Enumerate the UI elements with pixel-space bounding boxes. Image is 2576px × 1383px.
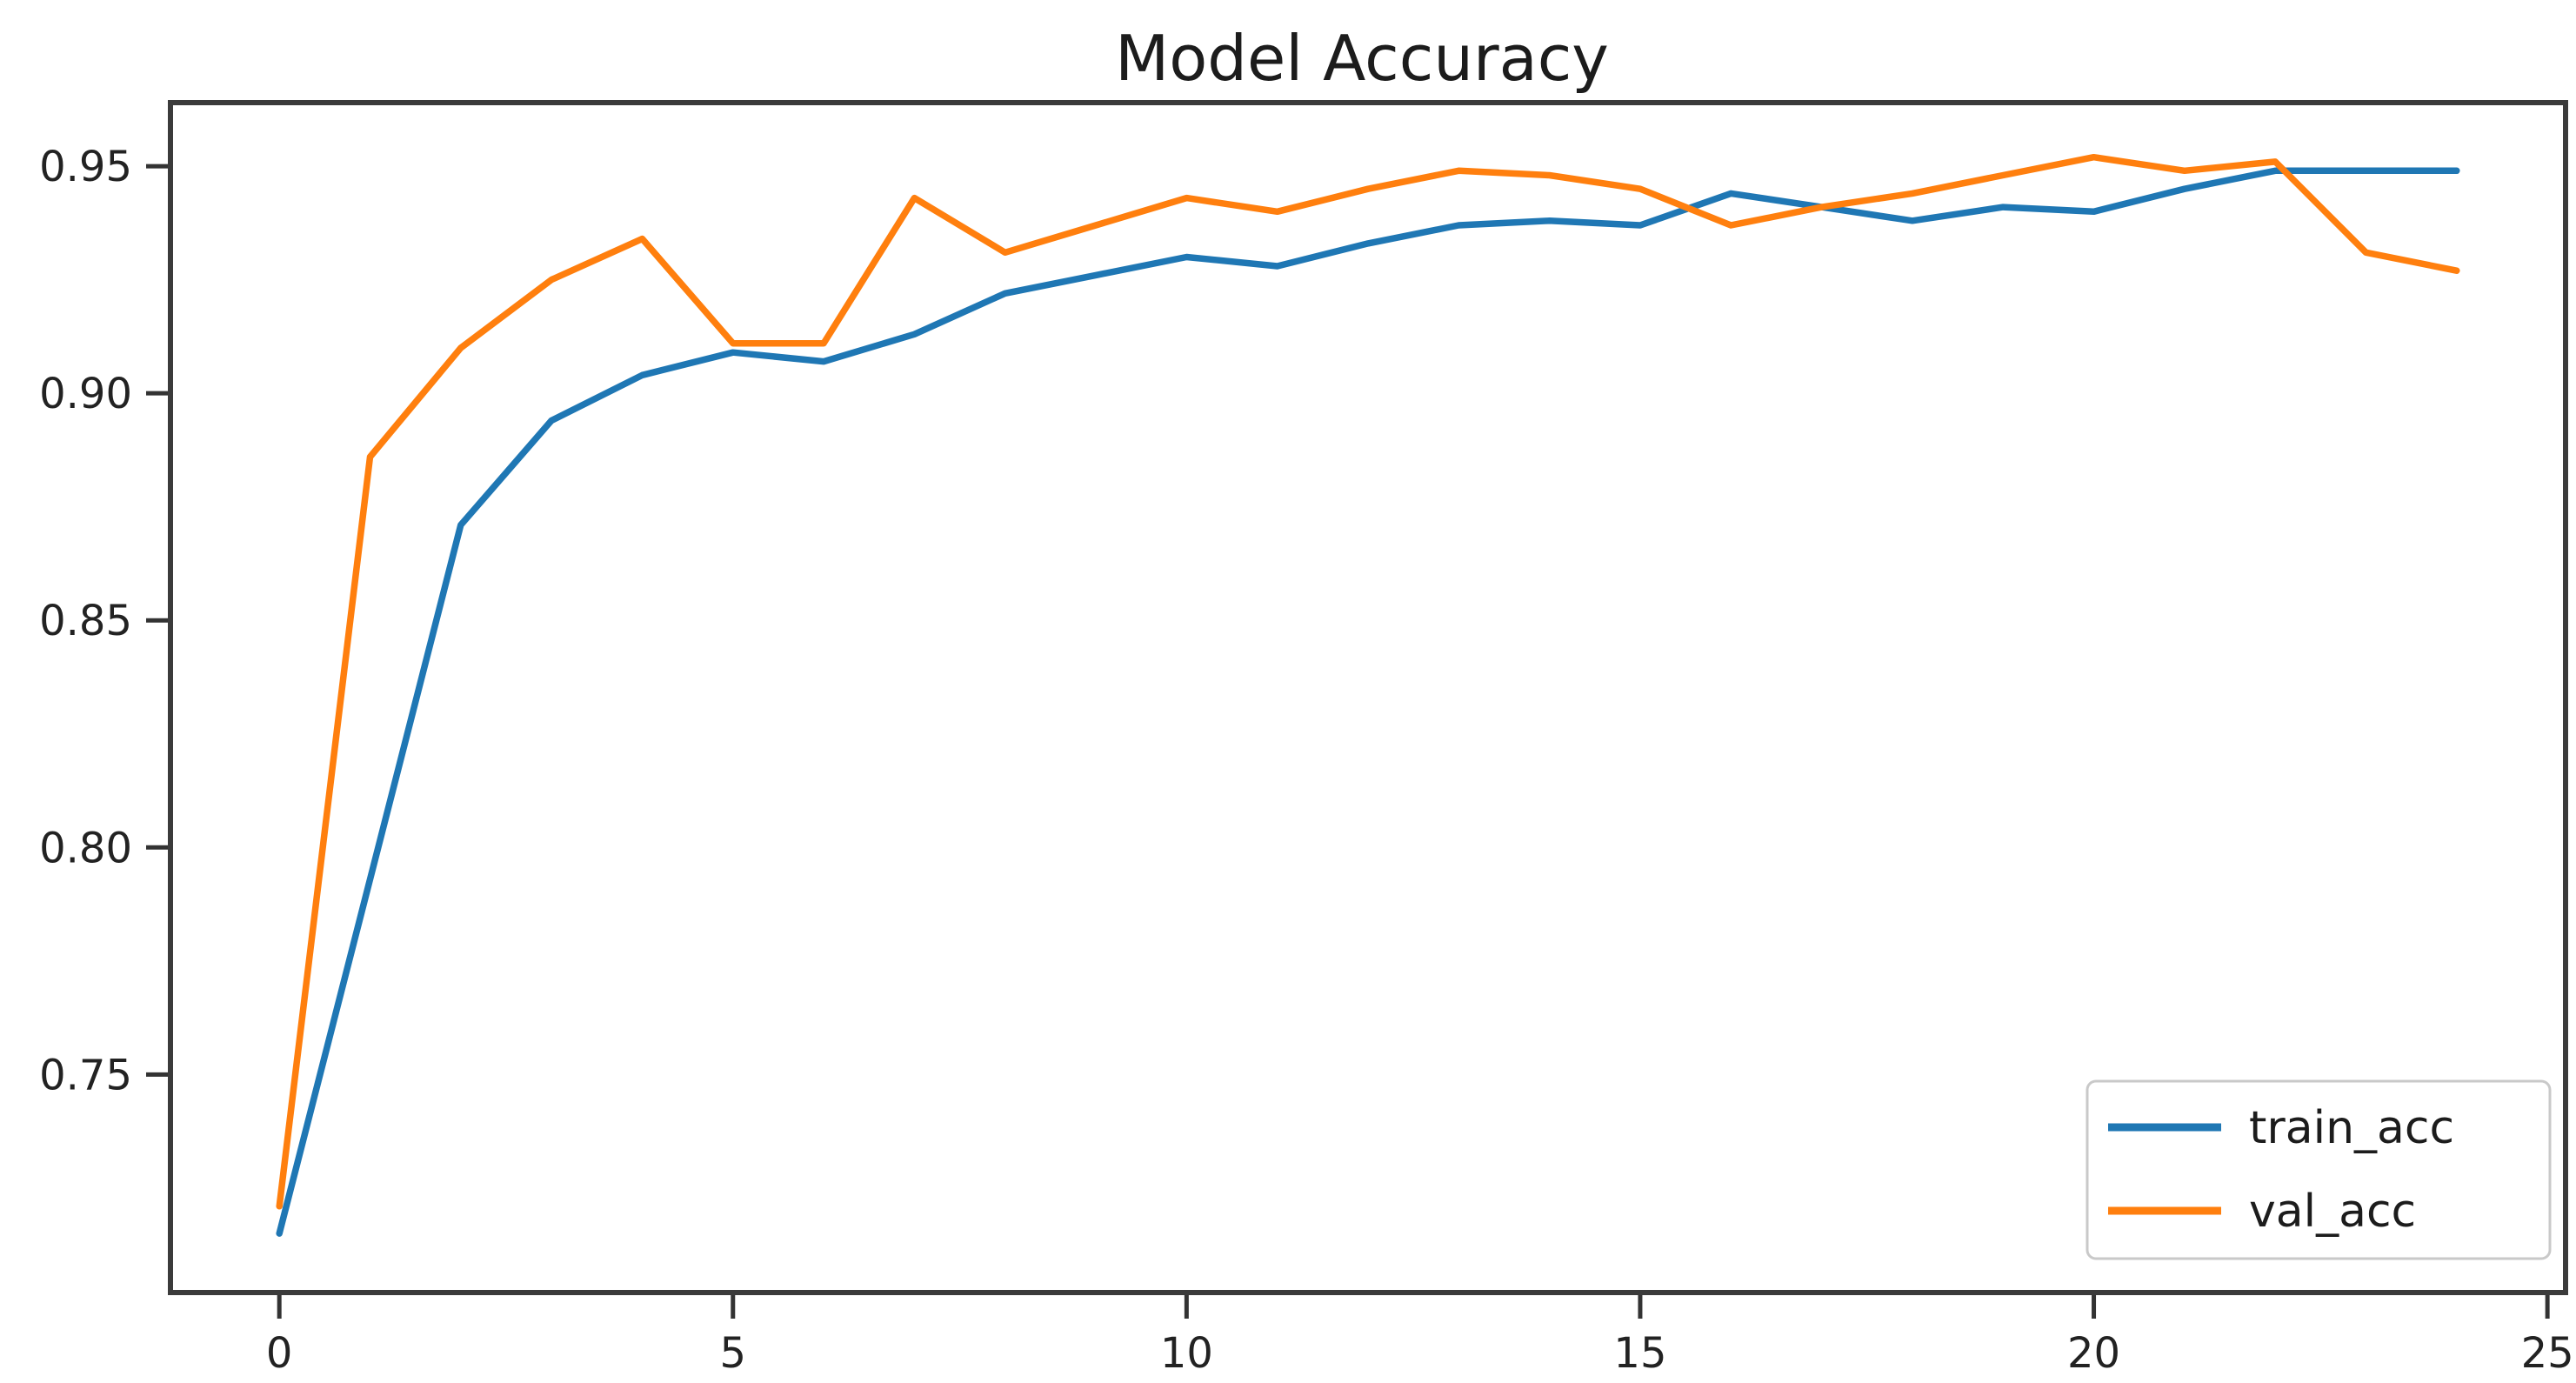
x-axis-tick-label: 10 — [1160, 1329, 1213, 1378]
train-acc-line — [276, 167, 2460, 1237]
x-axis-tick-label: 15 — [1613, 1329, 1666, 1378]
val-acc-line — [276, 153, 2460, 1210]
legend-label-val-acc: val_acc — [2249, 1186, 2416, 1238]
x-axis-tick-label: 5 — [719, 1329, 746, 1378]
series-lines — [276, 153, 2460, 1237]
y-axis-tick-label: 0.90 — [39, 370, 132, 418]
legend: train_acc val_acc — [2085, 1079, 2552, 1260]
y-axis-tick-label: 0.75 — [39, 1051, 132, 1099]
legend-label-train-acc: train_acc — [2249, 1102, 2454, 1154]
x-axis-tick-label: 25 — [2521, 1329, 2574, 1378]
plot-frame — [168, 100, 2568, 1295]
y-axis: 0.75 0.80 0.85 0.90 0.95 — [39, 143, 170, 1099]
y-axis-tick-label: 0.95 — [39, 143, 132, 191]
x-axis-tick-label: 0 — [266, 1329, 293, 1378]
chart-title: Model Accuracy — [1115, 22, 1609, 95]
y-axis-tick-label: 0.80 — [39, 824, 132, 872]
x-axis-tick-label: 20 — [2067, 1329, 2120, 1378]
x-axis: 0 5 10 15 20 25 — [266, 1293, 2574, 1378]
y-axis-tick-label: 0.85 — [39, 597, 132, 645]
